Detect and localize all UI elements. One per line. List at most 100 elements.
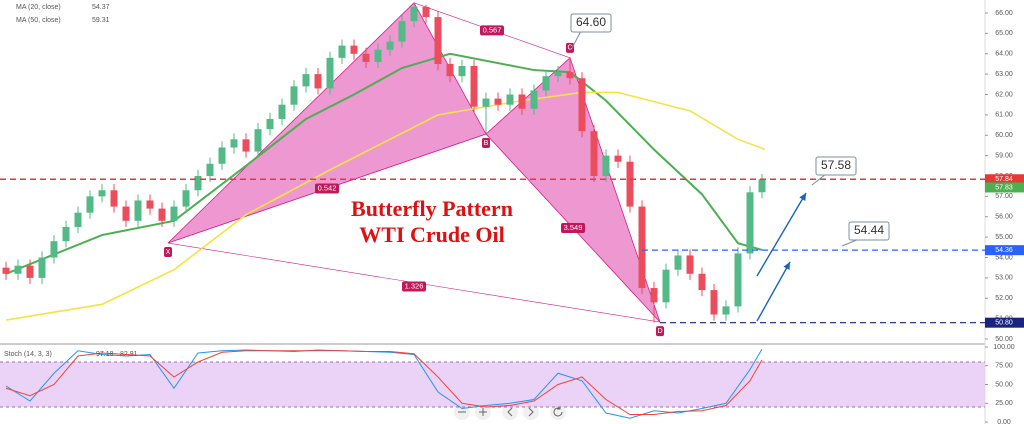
- arrow-head: [799, 193, 806, 201]
- pattern-point-badge: [164, 247, 172, 258]
- candle-body: [374, 49, 382, 62]
- y-tick-label: 65.00: [995, 30, 1013, 37]
- candle-body: [482, 98, 490, 107]
- price-tag: [985, 174, 1024, 185]
- y-tick-label: 62.00: [995, 91, 1013, 98]
- stoch-line: [5, 350, 763, 415]
- ratio-label: 1.326: [405, 282, 424, 291]
- stoch-legend: Stoch (14, 3, 3): [4, 351, 52, 358]
- callout-leader: [571, 30, 582, 49]
- y-tick-label: 57.00: [995, 193, 1013, 200]
- candle-body: [554, 72, 562, 77]
- candle-body: [38, 257, 46, 278]
- ratio-badge: [315, 183, 339, 194]
- pattern-point-label: C: [567, 45, 572, 52]
- candle-body: [110, 190, 118, 207]
- reset[interactable]: [550, 404, 566, 420]
- stoch-band: [0, 362, 985, 407]
- callout-box: [815, 156, 857, 176]
- candle-body: [278, 104, 286, 119]
- ratio-label: 0.542: [318, 184, 337, 193]
- candle-body: [662, 269, 670, 303]
- chart-title: Butterfly Pattern: [351, 196, 513, 221]
- candle-body: [710, 290, 718, 315]
- moving-average: [5, 91, 766, 321]
- candle-body: [698, 273, 706, 291]
- candle-body: [266, 118, 274, 130]
- candle-body: [542, 76, 550, 91]
- candle-body: [146, 200, 154, 209]
- ratio-label: 3.549: [564, 223, 583, 232]
- ratio-badge: [480, 25, 504, 36]
- candle-body: [590, 131, 598, 176]
- candle-body: [86, 196, 94, 213]
- y-tick-label: 50.00: [995, 336, 1013, 343]
- candle-body: [674, 255, 682, 270]
- price-tag-label: 50.80: [995, 320, 1013, 327]
- candle-body: [98, 190, 106, 197]
- y-tick-label: 60.00: [995, 132, 1013, 139]
- candle-body: [14, 265, 22, 274]
- stoch-tick-label: 25.00: [995, 400, 1013, 407]
- pattern-point-label: X: [166, 249, 171, 256]
- stoch-tick-label: 75.00: [995, 363, 1013, 370]
- ma-legend: MA (20, close): [16, 4, 61, 11]
- icon: [528, 407, 534, 417]
- candle-body: [134, 200, 142, 221]
- y-tick-label: 55.00: [995, 234, 1013, 241]
- candle-body: [614, 155, 622, 162]
- y-tick-label: 64.00: [995, 51, 1013, 58]
- ratio-label: 0.567: [483, 25, 502, 34]
- ma-legend-value: 59.31: [92, 17, 110, 24]
- icon: [507, 407, 513, 417]
- candle-body: [746, 192, 754, 254]
- candle-body: [434, 17, 442, 64]
- ratio-badge: [402, 281, 426, 292]
- toolbar: [454, 404, 566, 420]
- arrow-shaft: [756, 192, 807, 277]
- candle-body: [638, 206, 646, 289]
- pattern-point-label: B: [484, 140, 489, 147]
- candle-body: [530, 90, 538, 109]
- price-tag: [985, 317, 1024, 328]
- y-tick-label: 59.00: [995, 152, 1013, 159]
- pattern-point-badge: [656, 326, 664, 337]
- scroll-right[interactable]: [523, 404, 539, 420]
- price-tag: [985, 245, 1024, 256]
- callout-label: 57.58: [821, 158, 851, 172]
- candle-body: [506, 94, 514, 105]
- callout-leader: [811, 173, 827, 186]
- candle-body: [122, 206, 130, 221]
- candle-body: [350, 45, 358, 54]
- y-tick-label: 52.00: [995, 295, 1013, 302]
- y-tick-label: 53.00: [995, 275, 1013, 282]
- y-tick-label: 63.00: [995, 71, 1013, 78]
- pattern-point-badge: [482, 138, 490, 149]
- candle-body: [470, 65, 478, 107]
- ma-legend: MA (50, close): [16, 17, 61, 24]
- pattern-point-label: D: [657, 328, 662, 335]
- candle-body: [494, 98, 502, 105]
- stoch-tick-label: 50.00: [995, 381, 1013, 388]
- candle-body: [230, 139, 238, 148]
- candle-body: [758, 179, 766, 193]
- candle-body: [170, 206, 178, 221]
- scroll-left[interactable]: [502, 404, 518, 420]
- ma-legend-value: 54.37: [92, 4, 110, 11]
- candle-body: [26, 265, 34, 278]
- candle-body: [386, 41, 394, 50]
- candle-body: [194, 176, 202, 191]
- candle-body: [242, 139, 250, 152]
- candle-body: [158, 208, 166, 221]
- candle-body: [218, 147, 226, 164]
- candle-body: [722, 306, 730, 315]
- candle-body: [362, 53, 370, 62]
- candle-body: [566, 72, 574, 79]
- candle-body: [458, 65, 466, 77]
- candle-body: [290, 86, 298, 105]
- candle-body: [50, 241, 58, 258]
- candle-body: [62, 226, 70, 242]
- chart-subtitle: WTI Crude Oil: [359, 222, 504, 247]
- price-tag: [985, 182, 1024, 193]
- stoch-legend-value: 82.91: [120, 351, 138, 358]
